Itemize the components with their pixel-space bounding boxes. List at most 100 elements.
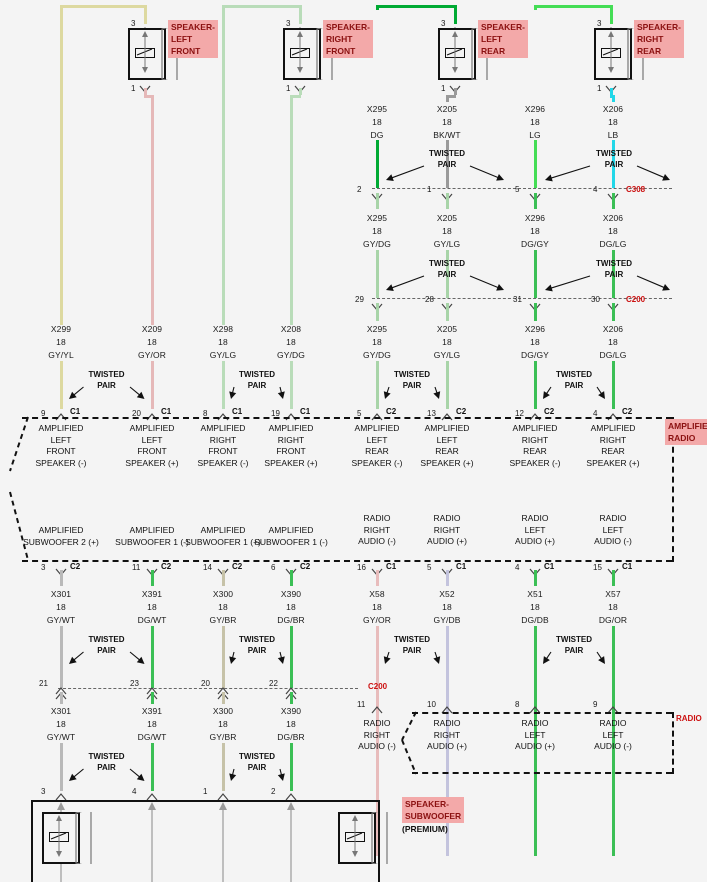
amp-terminal-bottom-6-line-0: RADIO xyxy=(521,513,549,523)
wire-amp-6-stub xyxy=(533,303,537,321)
speaker-3-pin-bottom: 1 xyxy=(597,84,602,93)
speaker-2-bottom-drop xyxy=(445,95,449,102)
wire-mid-2-line xyxy=(533,250,537,298)
speaker-1-symbol xyxy=(283,28,333,80)
speaker-1-pin1-terminal-icon xyxy=(294,80,306,93)
subwoofer-left-symbol xyxy=(42,812,92,864)
lower-pin-5-number: 5 xyxy=(427,563,432,572)
amp-terminal-bottom-7-line-1: LEFT xyxy=(602,524,624,535)
amp-pin-1-terminal-icon xyxy=(146,408,158,421)
amp-box-right-edge xyxy=(672,417,674,562)
amp-terminal-bottom-6-line-1: LEFT xyxy=(524,524,546,535)
amp-terminal-bottom-5-line-2: AUDIO (+) xyxy=(427,536,467,546)
lower-pin-1-number: 11 xyxy=(132,563,141,572)
speaker-3-pin-top: 3 xyxy=(597,19,602,28)
wire-lowerupper-4-line xyxy=(375,626,379,856)
twisted-arrow-mid-1b xyxy=(464,270,510,296)
c308-break-line xyxy=(372,188,672,189)
wire-mid-3-stub xyxy=(611,193,615,209)
speaker-2-pin1-terminal-icon xyxy=(449,80,461,93)
wire-lowerupper-5-circuit: X52 xyxy=(439,589,455,599)
speaker-2-top-feed-run xyxy=(376,5,456,8)
c200-lower-pin-0-icon-a xyxy=(55,682,67,695)
speaker-2-pin-top: 3 xyxy=(441,19,446,28)
amp-pin-7-number: 4 xyxy=(593,409,598,418)
wire-amp-7-line xyxy=(611,361,615,409)
twisted-arrow-upper-2b xyxy=(631,160,676,186)
radio-terminal-2-line-2: AUDIO (+) xyxy=(515,741,555,751)
lower-pin-6-number: 4 xyxy=(515,563,520,572)
wire-lowerupper-7-line xyxy=(611,626,615,856)
wire-amp-5-stub xyxy=(445,303,449,321)
twisted-label-line1: TWISTED xyxy=(429,259,465,268)
radio-pin-3-terminal-icon xyxy=(607,701,619,714)
wire-upper-3-line xyxy=(611,140,615,188)
wire-amp-2-color: GY/LG xyxy=(209,350,237,360)
twisted-pair-label-low-3: TWISTED PAIR xyxy=(556,634,592,656)
wire-lowerupper-1-circuit: X391 xyxy=(141,589,163,599)
speaker-0-tag-line-1: LEFT xyxy=(171,34,193,44)
radio-terminal-0-line-0: RADIO xyxy=(363,718,391,728)
twisted-label-line2: PAIR xyxy=(97,646,116,655)
wire-amp-3-gauge: 18 xyxy=(286,337,296,347)
wire-mid-2-stub xyxy=(533,193,537,209)
amp-terminal-bottom-5-line-1: RIGHT xyxy=(433,524,461,535)
wire-lowerlower-1-line xyxy=(150,743,154,791)
twisted-pair-label-amp-2: TWISTED PAIR xyxy=(394,369,430,391)
wire-amp-3-color: GY/DG xyxy=(277,350,305,360)
wire-mid-1-gauge: 18 xyxy=(442,226,452,236)
wire-lowerupper-2-circuit: X300 xyxy=(212,589,234,599)
wire-amp-7-gauge: 18 xyxy=(608,337,618,347)
twisted-label-line1: TWISTED xyxy=(394,635,430,644)
wire-mid-2-circuit: X296 xyxy=(524,213,546,223)
amp-terminal-top-4-line-3: SPEAKER (-) xyxy=(351,457,403,468)
amp-conn-2-label: C1 xyxy=(232,407,243,416)
twisted-arrow-sub-0b xyxy=(124,763,151,787)
wire-lowerupper-1-color: DG/WT xyxy=(137,615,167,625)
radio-terminal-1-line-0: RADIO xyxy=(433,718,461,728)
subwoofer-tag-line-0: SPEAKER- xyxy=(405,799,449,809)
wire-amp-0-line xyxy=(59,361,63,409)
subwoofer-tag-line-1: SUBWOOFER xyxy=(405,811,462,821)
wire-lowerlower-3-gauge: 18 xyxy=(286,719,296,729)
c200-lower-pin-1-number: 23 xyxy=(130,679,139,688)
wire-amp-2-line xyxy=(221,361,225,409)
radio-pin-3-number: 9 xyxy=(593,700,598,709)
subwoofer-subtitle: (PREMIUM) xyxy=(402,824,448,834)
twisted-pair-label-sub-1: TWISTED PAIR xyxy=(239,751,275,773)
lower-conn-6-label: C1 xyxy=(544,562,555,571)
wire-lower-7-stub xyxy=(611,570,615,586)
speaker-0-tag-line-0: SPEAKER- xyxy=(171,22,215,32)
wire-lowerupper-2-color: GY/BR xyxy=(209,615,237,625)
twisted-label-line2: PAIR xyxy=(247,381,267,390)
radio-terminal-0-line-2: AUDIO (-) xyxy=(358,741,396,751)
wire-lowerupper-3-circuit: X390 xyxy=(280,589,302,599)
amp-terminal-bottom-4-line-1: RIGHT xyxy=(363,524,391,535)
amp-box-bottom-edge xyxy=(22,560,672,562)
twisted-label-line2: PAIR xyxy=(402,381,422,390)
amp-terminal-top-5-line-2: REAR xyxy=(435,446,459,456)
wire-lowerlower-3-line xyxy=(289,743,293,791)
amp-terminal-top-2-line-2: FRONT xyxy=(208,446,238,456)
wire-upper-0-line xyxy=(375,140,379,188)
speaker-3-bottom-drop xyxy=(611,95,615,102)
wire-lowerlower-0-stub xyxy=(59,692,63,704)
c200-lower-break-line xyxy=(58,688,358,689)
twisted-arrow-amp-1a xyxy=(225,381,240,405)
wire-lowerupper-6-line xyxy=(533,626,537,856)
wire-amp-6-color: DG/GY xyxy=(521,350,549,360)
twisted-arrow-amp-1b xyxy=(274,381,289,405)
lower-pin-0-number: 3 xyxy=(41,563,46,572)
amp-pin-3-number: 19 xyxy=(271,409,280,418)
wire-lowerupper-6-circuit: X51 xyxy=(527,589,543,599)
twisted-pair-label-low-0: TWISTED PAIR xyxy=(89,634,125,656)
c200-upper-pin-3-number: 30 xyxy=(591,295,600,304)
wire-lowerlower-3-circuit: X390 xyxy=(280,706,302,716)
speaker-1-tag-line-2: FRONT xyxy=(326,46,356,56)
wire-lowerlower-0-gauge: 18 xyxy=(56,719,66,729)
wire-mid-0-line xyxy=(375,250,379,298)
amp-pin-4-number: 5 xyxy=(357,409,362,418)
twisted-pair-label-sub-0: TWISTED PAIR xyxy=(89,751,125,773)
amp-terminal-bottom-6: RADIO LEFT AUDIO (+) xyxy=(515,513,555,548)
